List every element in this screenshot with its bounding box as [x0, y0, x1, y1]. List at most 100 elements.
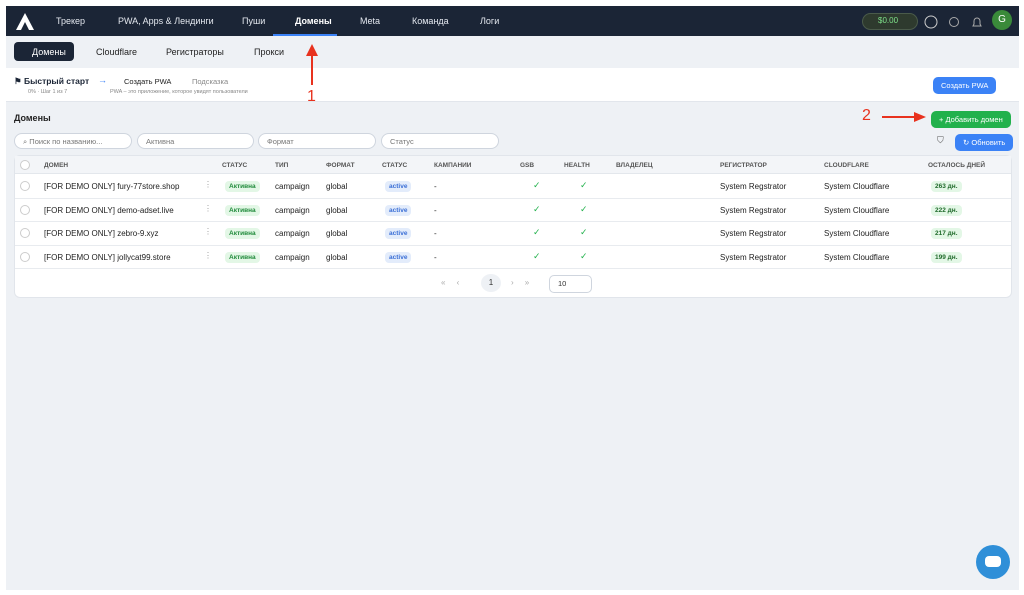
- search-placeholder: Поиск по названию...: [29, 137, 103, 146]
- row-menu[interactable]: ⋮: [204, 203, 212, 213]
- health-icon: ✓: [580, 180, 588, 190]
- status-badge: Активна: [225, 204, 260, 216]
- state-badge: active: [385, 251, 412, 263]
- cell: [FOR DEMO ONLY] jollycat99.store: [44, 252, 171, 262]
- checkbox[interactable]: [20, 228, 30, 238]
- column-header[interactable]: HEALTH: [564, 162, 590, 169]
- refresh-button[interactable]: ↻ Обновить: [955, 134, 1014, 151]
- nav-item[interactable]: Команда: [412, 16, 449, 26]
- cell: -: [434, 205, 437, 215]
- qs-description: PWA – это приложение, которое увидят пол…: [110, 89, 248, 95]
- nav-item[interactable]: Meta: [360, 16, 381, 26]
- top-nav: [6, 6, 1019, 36]
- qs-progress: 0% · Шаг 1 из 7: [28, 89, 68, 95]
- header-row: [15, 156, 1011, 174]
- column-header[interactable]: СТАТУС: [222, 162, 248, 169]
- state-badge: active: [385, 204, 412, 216]
- format-select[interactable]: Формат: [258, 133, 376, 149]
- column-header[interactable]: СТАТУС: [382, 162, 408, 169]
- sub-item[interactable]: Прокси: [254, 47, 285, 57]
- balance: $0.00: [878, 16, 899, 25]
- status-badge: Активна: [225, 228, 260, 239]
- cell: System Regstrator: [720, 182, 787, 191]
- cell: System Cloudflare: [824, 252, 890, 262]
- cell: System Cloudflare: [824, 229, 890, 238]
- days-badge: 199 дн.: [931, 251, 962, 263]
- status-badge: Активна: [225, 181, 260, 192]
- avatar[interactable]: G: [992, 10, 1012, 30]
- cell: [FOR DEMO ONLY] fury-77store.shop: [44, 182, 180, 191]
- qs-step[interactable]: Создать PWA: [124, 77, 172, 86]
- sub-item[interactable]: Cloudflare: [96, 47, 138, 57]
- table-row[interactable]: [15, 246, 1011, 269]
- gsb-icon: ✓: [533, 180, 541, 190]
- column-header[interactable]: GSB: [520, 162, 535, 169]
- table-row[interactable]: [15, 222, 1011, 246]
- cell: System Regstrator: [720, 229, 787, 238]
- cell: global: [326, 182, 348, 191]
- days-badge: 263 дн.: [931, 181, 962, 192]
- cell: campaign: [275, 252, 310, 262]
- search-input[interactable]: ⌕ Поиск по названию...: [14, 133, 132, 149]
- column-header[interactable]: CLOUDFLARE: [824, 162, 869, 169]
- table-row[interactable]: [15, 175, 1011, 199]
- table-row[interactable]: [15, 199, 1011, 222]
- cell: -: [434, 252, 437, 262]
- column-header[interactable]: ФОРМАТ: [326, 162, 355, 169]
- status-select[interactable]: Статус: [381, 133, 499, 149]
- cell: System Cloudflare: [824, 205, 890, 215]
- add-domain-button[interactable]: + Добавить домен: [931, 111, 1011, 128]
- sub-active: [14, 42, 74, 61]
- column-header[interactable]: КАМПАНИИ: [434, 162, 472, 169]
- cell: -: [434, 229, 437, 238]
- column-header[interactable]: ТИП: [275, 162, 289, 169]
- gsb-icon: ✓: [533, 203, 541, 214]
- cell: global: [326, 205, 348, 215]
- checkbox[interactable]: [20, 251, 30, 262]
- column-header[interactable]: ОСТАЛОСЬ ДНЕЙ: [928, 162, 986, 169]
- row-menu[interactable]: ⋮: [204, 250, 212, 260]
- health-icon: ✓: [580, 250, 588, 261]
- nav-item[interactable]: PWA, Apps & Лендинги: [118, 16, 214, 26]
- active-underline: [273, 34, 337, 36]
- column-header[interactable]: РЕГИСТРАТОР: [720, 162, 767, 169]
- cell: System Regstrator: [720, 205, 787, 215]
- column-header[interactable]: ДОМЕН: [44, 162, 69, 169]
- cell: global: [326, 252, 348, 262]
- days-badge: 217 дн.: [931, 228, 962, 239]
- row-menu[interactable]: ⋮: [204, 180, 212, 189]
- active-select[interactable]: Активна: [137, 133, 254, 149]
- pager-nav-next[interactable]: › »: [511, 278, 530, 287]
- sub-item[interactable]: Регистраторы: [166, 47, 224, 57]
- quick-start: [6, 68, 1019, 102]
- qs-title: ⚑ Быстрый старт: [14, 76, 90, 86]
- checkbox[interactable]: [20, 181, 30, 191]
- cell: [FOR DEMO ONLY] zebro-9.xyz: [44, 229, 159, 238]
- checkbox[interactable]: [20, 204, 30, 215]
- page-size[interactable]: 10: [549, 275, 592, 293]
- pager-nav[interactable]: « ‹: [441, 278, 460, 287]
- nav-icons: [924, 15, 982, 29]
- state-badge: active: [385, 228, 412, 239]
- health-icon: ✓: [580, 203, 588, 214]
- nav-item[interactable]: Трекер: [56, 16, 86, 26]
- qs-title-text: Быстрый старт: [23, 76, 90, 86]
- refresh-label: Обновить: [971, 138, 1006, 147]
- nav-item[interactable]: Логи: [480, 16, 500, 26]
- column-header[interactable]: ВЛАДЕЛЕЦ: [616, 162, 653, 169]
- row-menu[interactable]: ⋮: [204, 227, 212, 236]
- checkbox[interactable]: [20, 160, 30, 170]
- page-number[interactable]: 1: [481, 274, 501, 292]
- nav-item[interactable]: Домены: [295, 16, 332, 26]
- filter-icon[interactable]: ⛉: [937, 135, 944, 145]
- balance-box[interactable]: [862, 13, 918, 30]
- nav-item[interactable]: Пуши: [242, 16, 266, 26]
- gsb-icon: ✓: [533, 250, 541, 261]
- health-icon: ✓: [580, 227, 588, 237]
- section-title: Домены: [14, 113, 51, 123]
- sub-item[interactable]: Домены: [32, 47, 66, 57]
- annotation-1: 1: [307, 88, 316, 105]
- qs-hint[interactable]: Подсказка: [192, 77, 229, 86]
- add-domain-label: Добавить домен: [945, 115, 1003, 124]
- create-pwa-button[interactable]: Создать PWA: [933, 77, 997, 94]
